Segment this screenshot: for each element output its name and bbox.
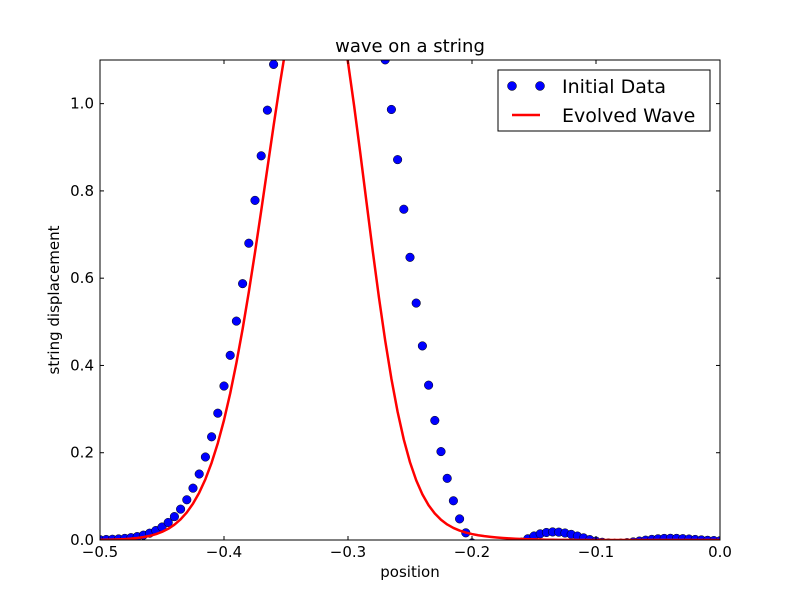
data-point-initial-data <box>442 473 452 483</box>
y-tick-label: 0.2 <box>70 444 94 462</box>
data-point-initial-data <box>188 483 198 493</box>
data-point-initial-data <box>176 504 186 514</box>
data-point-initial-data <box>269 60 279 69</box>
data-point-initial-data <box>393 155 403 165</box>
data-point-initial-data <box>411 298 421 308</box>
data-point-initial-data <box>244 238 254 248</box>
y-tick-label: 0.4 <box>70 356 94 374</box>
data-point-initial-data <box>448 496 458 506</box>
data-point-initial-data <box>386 104 396 115</box>
x-tick-label: −0.1 <box>578 543 614 561</box>
plot-area <box>100 60 720 540</box>
data-point-initial-data <box>194 469 204 479</box>
chart-title: wave on a string <box>335 36 485 57</box>
data-point-initial-data <box>256 151 266 161</box>
legend: Initial Data Evolved Wave <box>497 69 711 132</box>
x-tick-label: 0.0 <box>708 543 732 561</box>
x-tick-label: −0.3 <box>330 543 366 561</box>
y-tick-label: 0.8 <box>70 182 94 200</box>
data-point-initial-data <box>163 517 173 528</box>
y-tick-label: 0.6 <box>70 269 94 287</box>
series-layer <box>100 60 720 540</box>
data-point-initial-data <box>250 195 260 205</box>
legend-label-evolved-wave: Evolved Wave <box>562 105 695 127</box>
data-point-initial-data <box>405 252 415 262</box>
legend-marker-initial-data <box>507 81 517 91</box>
data-point-initial-data <box>182 495 192 505</box>
x-tick-label: −0.2 <box>454 543 490 561</box>
legend-marker-initial-data <box>535 81 545 91</box>
data-point-initial-data <box>436 447 446 457</box>
data-point-initial-data <box>200 452 210 462</box>
data-point-initial-data <box>231 316 241 326</box>
data-point-initial-data <box>380 60 390 65</box>
data-point-initial-data <box>219 381 229 391</box>
x-axis-label: position <box>380 563 439 581</box>
data-point-initial-data <box>213 408 223 418</box>
data-point-initial-data <box>417 341 427 351</box>
ticks-layer: −0.5 −0.4 −0.3 −0.2 −0.1 0.0 0.0 0.2 0.4 0.6 0.8 1.… <box>70 60 732 561</box>
data-point-initial-data <box>430 415 440 426</box>
x-tick-label: −0.4 <box>206 543 242 561</box>
y-axis-label: string displacement <box>45 225 63 374</box>
x-tick-label: −0.5 <box>82 543 118 561</box>
y-tick-label: 1.0 <box>70 95 94 113</box>
data-point-initial-data <box>207 432 217 442</box>
data-point-initial-data <box>238 279 248 289</box>
data-point-initial-data <box>262 105 272 115</box>
data-point-initial-data <box>455 514 465 524</box>
data-point-initial-data <box>399 204 409 214</box>
data-point-initial-data <box>225 350 235 360</box>
series-line-evolved-wave <box>100 60 720 540</box>
data-point-initial-data <box>424 380 434 390</box>
plot-frame <box>99 59 721 541</box>
data-point-initial-data <box>169 512 179 522</box>
y-tick-label: 0.0 <box>70 531 94 549</box>
legend-label-initial-data: Initial Data <box>562 76 666 98</box>
legend-box <box>497 69 711 132</box>
